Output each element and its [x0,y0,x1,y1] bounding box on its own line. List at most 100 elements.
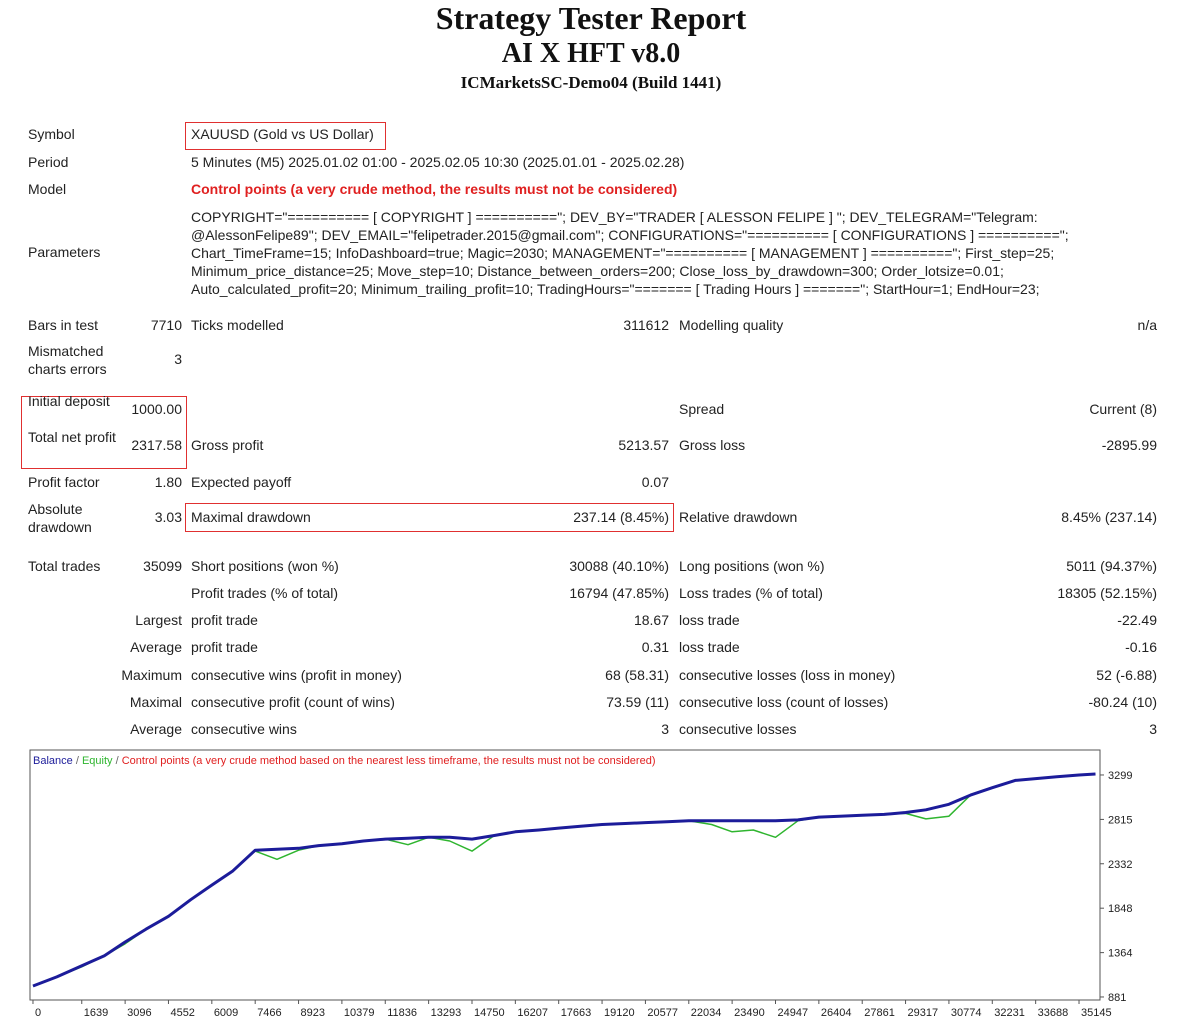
x-tick-label: 27861 [864,1007,895,1019]
stat-label: Total net profit [28,429,116,445]
stat-value: 0.31 [641,639,669,655]
y-tick-label: 881 [1108,992,1126,1004]
stat-value: 0.07 [641,474,669,490]
x-tick-label: 11836 [387,1007,417,1019]
stat-value: Maximal [129,694,182,710]
summary-label: Symbol [28,126,75,142]
stat-label: Modelling quality [679,317,784,333]
stat-value: 3 [661,721,669,737]
stat-value: 311612 [623,317,669,333]
x-tick-label: 7466 [257,1007,281,1019]
stat-label: consecutive wins [191,721,297,737]
y-tick-label: 2332 [1108,859,1132,871]
summary-value: 5 Minutes (M5) 2025.01.02 01:00 - 2025.0… [191,154,685,170]
stat-value: 1000.00 [131,401,182,417]
stat-value: 73.59 (11) [606,694,669,710]
x-tick-label: 8923 [301,1007,325,1019]
x-tick-label: 17663 [561,1007,592,1019]
stat-value: Maximum [121,667,182,683]
summary-value: Control points (a very crude method, the… [191,181,678,197]
stat-value: Largest [135,612,182,628]
plot-frame [29,749,1101,1001]
chart: 881 1364 1848 2332 2815 3299 0 1639 3096 4552 6009… [29,749,1132,1019]
stat-label: Bars in test [28,317,99,333]
x-tick-label: 30774 [951,1007,982,1019]
stat-label: loss trade [679,639,740,655]
x-tick-label: 4552 [170,1007,194,1019]
stat-value: 5213.57 [618,437,669,453]
stat-label: Profit factor [28,474,100,490]
stat-value: 7710 [150,317,182,333]
stat-label: Short positions (won %) [191,558,339,574]
stat-label: consecutive wins (profit in money) [191,667,402,683]
y-tick-label: 1848 [1108,903,1132,915]
stat-label: Mismatched charts errors [28,343,107,377]
x-tick-label: 24947 [777,1007,808,1019]
stat-value: n/a [1137,317,1157,333]
x-tick-label: 23490 [734,1007,765,1019]
balance-line [32,772,1096,988]
stat-label: Total trades [28,558,101,574]
legend-separator: / [116,755,120,767]
stat-value: 52 (-6.88) [1096,667,1157,683]
y-tick-label: 3299 [1108,770,1132,782]
stat-label: Gross loss [679,437,746,453]
stat-value: 3 [174,351,182,367]
x-tick-label: 29317 [908,1007,939,1019]
stat-value: 237.14 (8.45%) [573,509,669,525]
x-tick-label: 6009 [214,1007,238,1019]
legend: Balance / Equity / Control points (a ver… [33,755,656,767]
summary-value: XAUUSD (Gold vs US Dollar) [191,126,374,142]
stat-value: -2895.99 [1101,437,1157,453]
stat-value: -0.16 [1125,639,1157,655]
report-subtitle: AI X HFT v8.0 [501,38,681,69]
stat-label: Long positions (won %) [679,558,825,574]
stat-label: Spread [679,401,725,417]
stat-label: Ticks modelled [191,317,284,333]
x-tick-label: 22034 [691,1007,722,1019]
stat-label: consecutive losses (loss in money) [679,667,896,683]
x-tick-label: 0 [35,1007,41,1019]
x-tick-label: 10379 [344,1007,375,1019]
highlight-box [185,503,674,532]
legend-balance: Balance [33,755,73,767]
highlight-box [21,396,187,469]
x-tick-label: 3096 [127,1007,151,1019]
stat-value: 18.67 [633,612,669,628]
x-tick-label: 33688 [1038,1007,1069,1019]
stat-value: Average [130,639,182,655]
stat-value: 68 (58.31) [605,667,669,683]
report-title: Strategy Tester Report [435,0,747,36]
stat-label: profit trade [191,612,258,628]
x-tick-label: 1639 [84,1007,108,1019]
stat-value: 3.03 [154,509,182,525]
stat-label: Absolute drawdown [28,501,92,535]
y-tick-label: 1364 [1108,948,1132,960]
stat-value: Average [130,721,182,737]
stat-value: 5011 (94.37%) [1066,558,1157,574]
x-tick-label: 16207 [517,1007,548,1019]
x-tick-label: 35145 [1081,1007,1112,1019]
stat-value: 8.45% (237.14) [1061,509,1157,525]
stat-value: Current (8) [1089,401,1157,417]
x-tick-label: 20577 [647,1007,678,1019]
stat-label: profit trade [191,639,258,655]
stat-label: Gross profit [191,437,264,453]
stat-label: consecutive profit (count of wins) [191,694,395,710]
x-tick-label: 13293 [431,1007,462,1019]
stat-value: 3 [1149,721,1157,737]
highlight-box [185,122,386,150]
server-line: ICMarketsSC-Demo04 (Build 1441) [460,73,722,92]
stat-label: Initial deposit [28,393,110,409]
stat-value: -22.49 [1117,612,1157,628]
stat-label: Loss trades (% of total) [679,585,823,601]
stat-value: 1.80 [154,474,182,490]
stat-label: consecutive loss (count of losses) [679,694,889,710]
stat-value: 16794 (47.85%) [569,585,669,601]
x-tick-label: 19120 [604,1007,635,1019]
stat-value: 2317.58 [131,437,182,453]
stat-label: Relative drawdown [679,509,798,525]
stat-value: 35099 [143,558,182,574]
stat-value: 18305 (52.15%) [1057,585,1157,601]
